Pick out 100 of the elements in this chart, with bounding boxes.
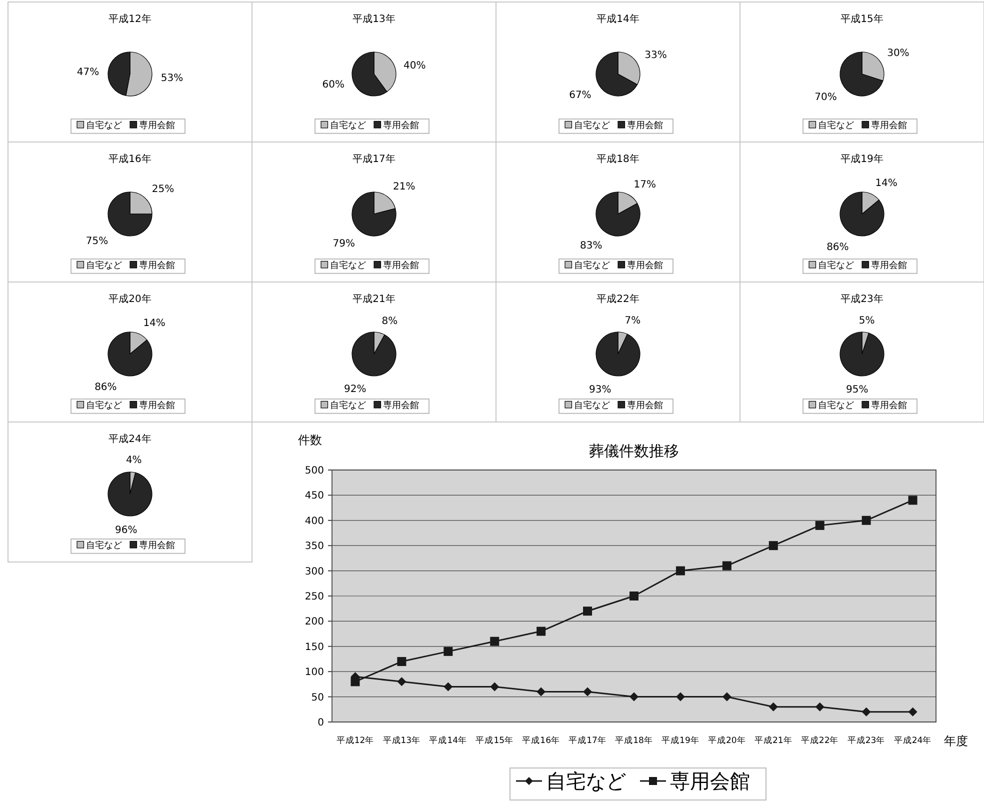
- data-label: 86%: [826, 242, 849, 254]
- data-label: 86%: [94, 382, 117, 394]
- point: [768, 541, 778, 550]
- point: [722, 561, 732, 570]
- pie-slice: [596, 52, 638, 96]
- point: [444, 682, 453, 692]
- legend-label: 専用会館: [871, 260, 907, 271]
- x-tick-label: 平成19年: [662, 735, 700, 746]
- legend-label: 専用会館: [627, 400, 663, 411]
- x-tick-label: 平成14年: [429, 735, 468, 746]
- point: [350, 677, 360, 686]
- data-label: 14%: [143, 318, 166, 329]
- x-tick-label: 平成21年: [754, 735, 792, 746]
- pie-slice: [840, 52, 884, 96]
- chart-title: 平成21年: [352, 293, 396, 305]
- x-tick-label: 平成16年: [522, 735, 560, 746]
- pie-slice: [596, 192, 640, 236]
- legend-label: 専用会館: [627, 120, 663, 131]
- point: [583, 687, 592, 696]
- chart-title: 平成24年: [108, 433, 152, 445]
- data-label: 60%: [322, 80, 345, 91]
- point: [536, 626, 546, 636]
- pie-slice: [108, 332, 152, 376]
- data-label: 53%: [160, 72, 184, 84]
- chart-title: 平成16年: [108, 153, 152, 165]
- data-label: 5%: [858, 315, 875, 326]
- legend-label: 専用会館: [139, 260, 175, 271]
- legend-label: 専用会館: [871, 400, 907, 411]
- point: [768, 702, 778, 712]
- legend-label: 自宅など: [818, 120, 854, 131]
- point: [397, 657, 406, 666]
- x-tick-label: 平成20年: [708, 735, 746, 746]
- point: [490, 636, 500, 646]
- point: [444, 646, 453, 656]
- y-tick-label: 450: [304, 490, 324, 502]
- data-label: 30%: [887, 48, 910, 59]
- x-tick-label: 平成24年: [894, 735, 932, 746]
- data-label: 8%: [382, 316, 398, 327]
- data-label: 21%: [393, 182, 416, 193]
- y-tick-label: 300: [304, 566, 324, 578]
- pie-slice: [108, 472, 152, 516]
- legend-label: 自宅など: [86, 540, 122, 551]
- legend-label: 自宅など: [574, 260, 610, 271]
- data-label: 93%: [589, 384, 612, 396]
- data-label: 67%: [569, 90, 592, 101]
- chart-title: 平成15年: [840, 13, 884, 25]
- legend-label: 自宅など: [818, 400, 854, 411]
- pie-slice: [108, 192, 152, 236]
- pie-slice: [352, 332, 396, 376]
- data-label: 14%: [875, 178, 898, 189]
- x-tick-label: 平成18年: [615, 735, 653, 746]
- chart-title: 平成17年: [352, 153, 396, 165]
- point: [490, 682, 500, 692]
- data-label: 7%: [624, 316, 641, 327]
- x-tick-label: 平成22年: [800, 735, 839, 746]
- point: [862, 707, 871, 716]
- legend-label: 専用会館: [383, 400, 419, 411]
- point: [908, 496, 918, 505]
- chart-title: 平成20年: [108, 293, 152, 305]
- point: [536, 687, 546, 696]
- legend-label: 自宅など: [574, 120, 610, 131]
- data-label: 96%: [114, 524, 138, 536]
- data-label: 17%: [634, 179, 656, 190]
- data-label: 33%: [644, 50, 667, 62]
- y-tick-label: 350: [304, 541, 324, 552]
- chart-title: 平成23年: [840, 293, 884, 305]
- legend-label: 専用会館: [139, 540, 175, 551]
- point: [815, 520, 824, 530]
- chart-title: 平成19年: [840, 153, 884, 165]
- point: [630, 692, 638, 702]
- point: [908, 707, 918, 716]
- legend-label: 専用会館: [670, 769, 750, 793]
- legend-label: 専用会館: [139, 400, 175, 411]
- pie-slice: [352, 192, 396, 236]
- chart-title: 平成22年: [596, 293, 640, 305]
- x-axis-title: 年度: [944, 734, 968, 748]
- legend-label: 自宅など: [86, 400, 122, 411]
- legend-label: 自宅など: [86, 260, 122, 271]
- chart-title: 平成12年: [108, 13, 152, 25]
- chart-title: 平成18年: [596, 153, 640, 165]
- pie-slice: [840, 192, 884, 236]
- legend-label: 自宅など: [818, 260, 854, 271]
- data-label: 40%: [403, 60, 426, 72]
- legend-label: 自宅など: [330, 260, 366, 271]
- y-tick-label: 400: [304, 516, 324, 527]
- data-label: 4%: [126, 455, 142, 466]
- y-axis-title: 件数: [298, 433, 322, 447]
- legend-label: 自宅など: [330, 400, 366, 411]
- y-tick-label: 150: [304, 642, 324, 653]
- chart-title: 平成14年: [596, 13, 640, 25]
- data-label: 25%: [152, 184, 174, 196]
- legend-label: 専用会館: [627, 260, 663, 271]
- data-label: 83%: [580, 240, 602, 252]
- point: [397, 677, 406, 686]
- pie-slice: [840, 332, 884, 376]
- legend-label: 自宅など: [546, 769, 626, 793]
- y-tick-label: 200: [304, 616, 324, 628]
- y-tick-label: 500: [304, 466, 324, 476]
- y-tick-label: 250: [304, 592, 324, 602]
- chart-title: 葬儀件数推移: [589, 442, 679, 460]
